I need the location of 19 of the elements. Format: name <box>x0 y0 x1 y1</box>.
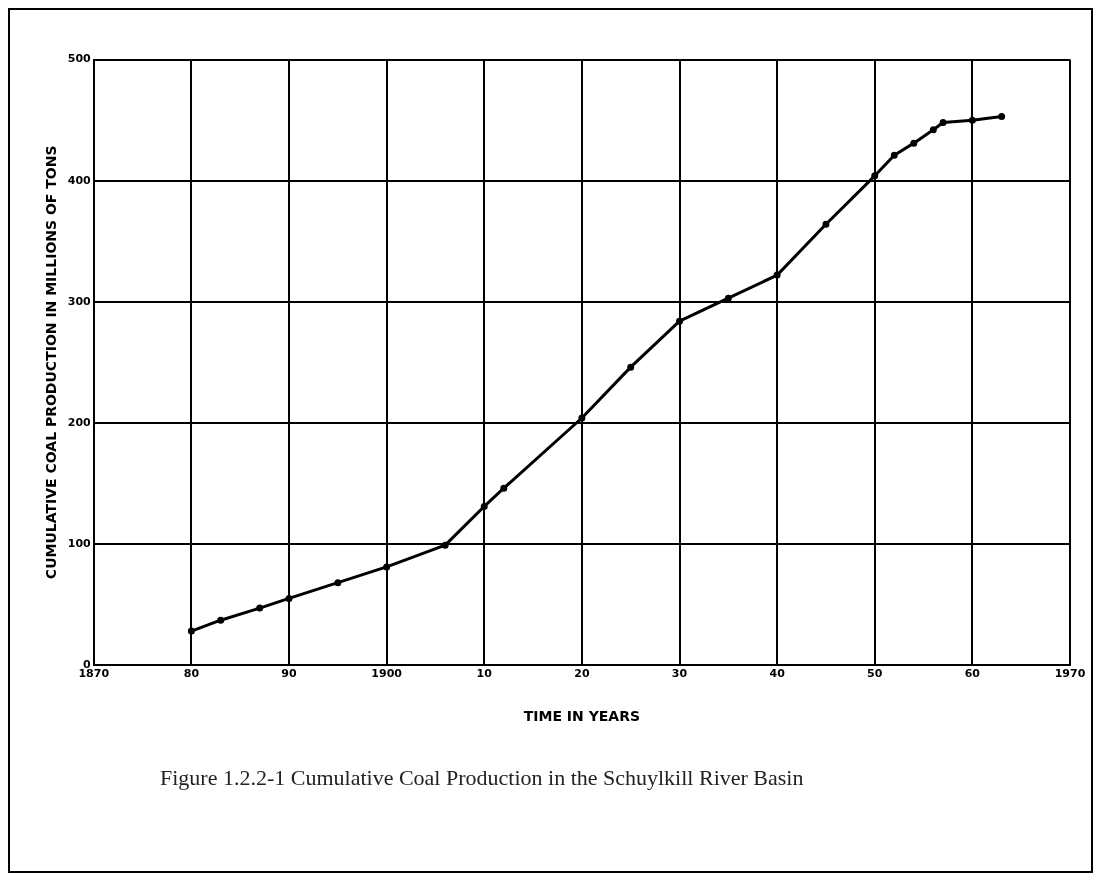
y-tick-label: 400 <box>67 173 92 187</box>
x-tick-label: 1900 <box>371 667 403 681</box>
y-axis-title: CUMULATIVE COAL PRODUCTION IN MILLIONS OF TONS <box>43 145 60 580</box>
x-tick-label: 10 <box>476 667 493 681</box>
y-tick-label: 200 <box>67 415 92 429</box>
y-tick-label: 100 <box>67 536 92 550</box>
x-tick-label: 1970 <box>1054 667 1086 681</box>
x-tick-label: 30 <box>671 667 688 681</box>
x-tick-label: 50 <box>867 667 883 681</box>
x-tick-label: 40 <box>769 667 786 681</box>
caption: Figure 1.2.2-1 Cumulative Coal Production in the Schuylkill River Basin <box>160 765 804 791</box>
x-tick-label: 90 <box>281 667 298 681</box>
x-tick-label: 20 <box>574 667 590 681</box>
y-tick-label: 300 <box>67 294 92 308</box>
x-axis-title: TIME IN YEARS <box>523 708 641 725</box>
x-tick-label: 80 <box>183 667 200 681</box>
x-tick-label: 60 <box>964 667 981 681</box>
y-tick-label: 500 <box>67 52 92 66</box>
x-tick-label: 1870 <box>78 667 110 681</box>
